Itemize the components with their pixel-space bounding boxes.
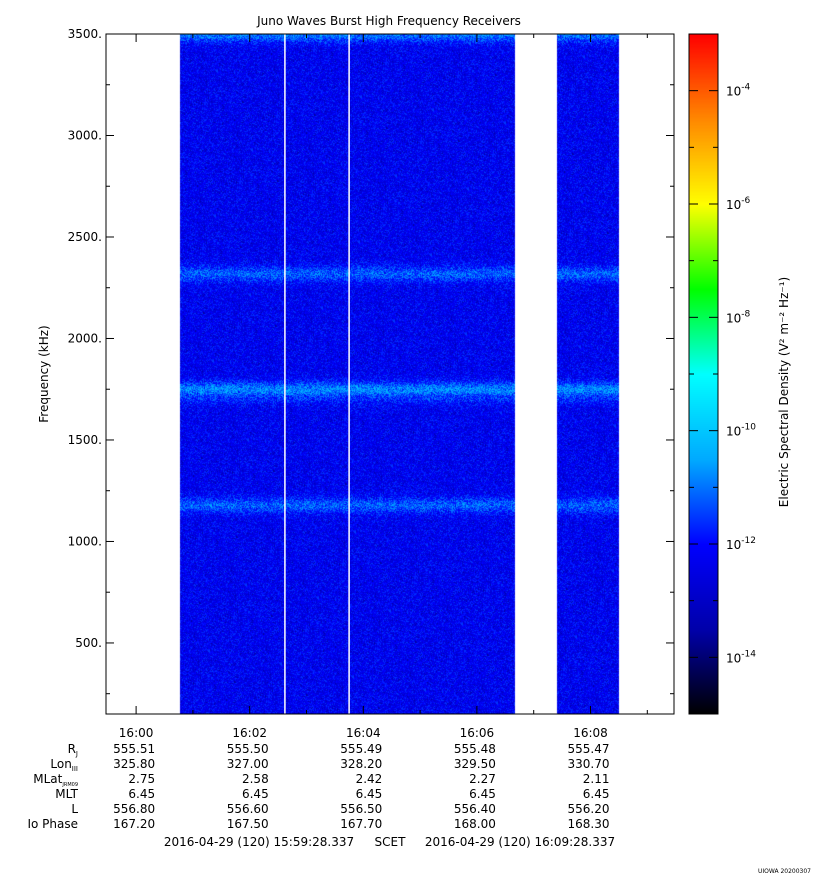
ephemeris-value: 327.00 (227, 757, 269, 771)
y-tick-label: 2000. (68, 331, 102, 345)
version-stamp: UIOWA 20200307 (758, 868, 811, 875)
ephemeris-value: 6.45 (128, 787, 155, 801)
y-tick-label: 500. (75, 636, 102, 650)
ephemeris-value: 556.20 (568, 802, 610, 816)
colorbar-tick-label: 10-14 (726, 649, 756, 665)
ephemeris-table: RJ 555.51 555.50 555.49 555.48 555.47 LonIII 32… (27, 742, 609, 831)
y-tick-label: 1500. (68, 433, 102, 447)
ephemeris-value: 167.20 (113, 817, 155, 831)
spectrogram-image (106, 34, 674, 714)
ephemeris-value: 329.50 (454, 757, 496, 771)
x-tick-label: 16:00 (119, 726, 154, 740)
x-tick-label: 16:08 (573, 726, 608, 740)
ephemeris-value: 6.45 (242, 787, 269, 801)
colorbar-tick-label: 10-10 (726, 423, 756, 439)
ephemeris-value: 2.42 (356, 772, 383, 786)
ephemeris-label: LonIII (50, 757, 78, 773)
ephemeris-value: 555.47 (568, 742, 610, 756)
ephemeris-value: 555.51 (113, 742, 155, 756)
ephemeris-label: MLT (55, 787, 78, 801)
ephemeris-value: 328.20 (340, 757, 382, 771)
x-tick-label: 16:04 (346, 726, 381, 740)
ephemeris-value: 555.49 (340, 742, 382, 756)
ephemeris-value: 556.50 (340, 802, 382, 816)
ephemeris-value: 325.80 (113, 757, 155, 771)
ephemeris-value: 330.70 (568, 757, 610, 771)
ephemeris-value: 167.50 (227, 817, 269, 831)
y-axis: 500. 1000. 1500. 2000. 2500. 3000. 3500. (68, 27, 674, 695)
colorbar-tick-label: 10-6 (726, 196, 751, 212)
gap-lines (284, 34, 350, 714)
colorbar-tick-label: 10-8 (726, 309, 751, 325)
ephemeris-label: L (71, 802, 78, 816)
ephemeris-value: 6.45 (469, 787, 496, 801)
ephemeris-value: 168.00 (454, 817, 496, 831)
ephemeris-label: Io Phase (27, 817, 78, 831)
ephemeris-value: 2.27 (469, 772, 496, 786)
ephemeris-value: 556.80 (113, 802, 155, 816)
y-axis-label: Frequency (kHz) (37, 325, 51, 422)
ephemeris-value: 2.11 (583, 772, 610, 786)
ephemeris-value: 556.40 (454, 802, 496, 816)
colorbar-label: Electric Spectral Density (V² m⁻² Hz⁻¹) (777, 277, 791, 507)
y-tick-label: 3000. (68, 128, 102, 142)
colorbar-tick-label: 10-4 (726, 83, 751, 99)
ephemeris-value: 168.30 (568, 817, 610, 831)
y-tick-label: 3500. (68, 27, 102, 41)
ephemeris-label: MLatJRM09 (33, 772, 78, 788)
time-start: 2016-04-29 (120) 15:59:28.337 (164, 835, 354, 849)
x-tick-label: 16:02 (232, 726, 267, 740)
colorbar-tick-label: 10-12 (726, 536, 756, 552)
ephemeris-value: 167.70 (340, 817, 382, 831)
x-tick-label: 16:06 (460, 726, 495, 740)
time-end: 2016-04-29 (120) 16:09:28.337 (425, 835, 615, 849)
ephemeris-value: 556.60 (227, 802, 269, 816)
ephemeris-value: 6.45 (356, 787, 383, 801)
y-tick-label: 2500. (68, 230, 102, 244)
ephemeris-value: 555.48 (454, 742, 496, 756)
ephemeris-label: RJ (68, 742, 78, 758)
ephemeris-value: 2.58 (242, 772, 269, 786)
colorbar-axis: 10-4 10-6 10-8 10-10 10-12 10-14 (689, 83, 756, 665)
ephemeris-value: 2.75 (128, 772, 155, 786)
y-tick-label: 1000. (68, 534, 102, 548)
ephemeris-value: 555.50 (227, 742, 269, 756)
plot-frame (105, 33, 675, 715)
x-axis: 16:00 16:02 16:04 16:06 16:08 (119, 34, 648, 740)
ephemeris-value: 6.45 (583, 787, 610, 801)
time-scet-label: SCET (375, 835, 407, 849)
chart-title: Juno Waves Burst High Frequency Receiver… (256, 14, 521, 28)
